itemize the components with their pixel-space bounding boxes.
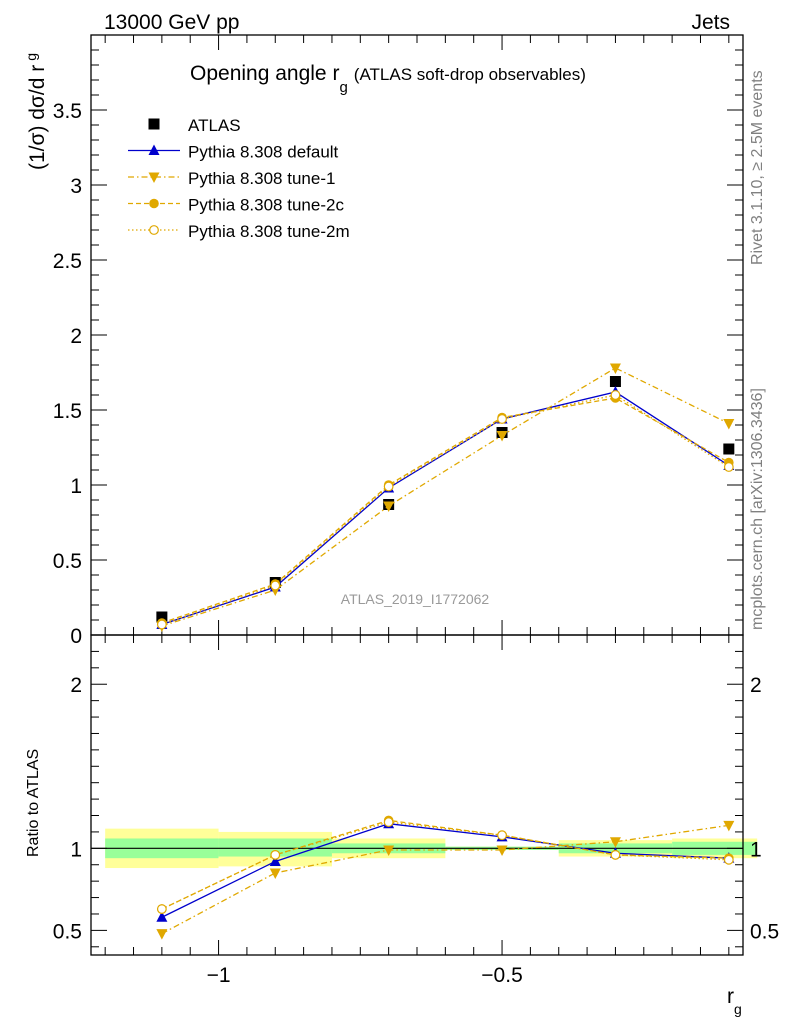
ratio-y-tick-label: 2 [70, 674, 82, 697]
legend-entry-pythia-8-308-default: Pythia 8.308 default [128, 143, 339, 162]
main-line-pythia-8-308-tune-2c [161, 397, 730, 624]
header-right: Jets [691, 11, 730, 34]
legend-entry-pythia-8-308-tune-2m: Pythia 8.308 tune-2m [128, 222, 350, 241]
ratio-point-pythia-8-308-tune-1 [383, 845, 395, 856]
main-point-pythia-8-308-tune-2m [383, 481, 394, 492]
ratio-point-pythia-8-308-tune-2m [497, 830, 507, 841]
ratio-line-pythia-8-308-tune-2m [161, 821, 729, 910]
main-point-pythia-8-308-tune-1 [609, 363, 621, 374]
ratio-panel: 0.5 0.5 1 1 2 2 −1 −0.5 [53, 635, 779, 987]
top-y-tick-label: 0.5 [53, 550, 82, 573]
main-point-atlas [156, 611, 168, 623]
legend-label: Pythia 8.308 tune-1 [188, 169, 335, 188]
analysis-watermark: ATLAS_2019_I1772062 [341, 591, 490, 607]
x-axis-label-sub: g [734, 1001, 742, 1017]
ratio-y-axis-label: Ratio to ATLAS [25, 749, 42, 857]
legend-marker [149, 198, 159, 209]
ratio-point-pythia-8-308-tune-2m [156, 904, 167, 914]
legend-label: Pythia 8.308 tune-2c [188, 196, 344, 215]
ratio-point-pythia-8-308-tune-1 [496, 845, 508, 856]
main-point-pythia-8-308-tune-2m [156, 619, 167, 630]
chart-title-main: Opening angle r [190, 62, 339, 85]
main-point-pythia-8-308-tune-2m [270, 580, 281, 591]
legend-marker [148, 144, 160, 155]
main-line-pythia-8-308-tune-2m [161, 394, 730, 626]
mcplots-label: mcplots.cern.ch [arXiv:1306.3436] [749, 388, 766, 630]
ratio-panel-frame [90, 634, 744, 956]
main-point-pythia-8-308-tune-2m [610, 390, 621, 400]
main-point-pythia-8-308-tune-1 [496, 431, 508, 442]
ratio-point-pythia-8-308-tune-2m [383, 817, 394, 827]
ratio-series-pythia-8-308-tune-1 [156, 820, 735, 940]
legend-label: ATLAS [188, 116, 241, 135]
top-y-axis-label-main: (1/σ) dσ/d r [26, 65, 49, 170]
legend: ATLAS Pythia 8.308 default Pythia 8.308 tu… [128, 116, 350, 241]
ratio-point-pythia-8-308-default [156, 911, 168, 922]
header-left: 13000 GeV pp [104, 11, 239, 34]
main-point-pythia-8-308-tune-1 [383, 501, 395, 512]
legend-entry-pythia-8-308-tune-1: Pythia 8.308 tune-1 [128, 169, 335, 188]
ratio-series-pythia-8-308-tune-2m [156, 817, 734, 914]
ratio-y-tick-label-right: 1 [750, 838, 762, 861]
top-y-tick-label: 1.5 [53, 400, 82, 423]
ratio-line-pythia-8-308-default [161, 823, 729, 918]
main-series-pythia-8-308-tune-2m [156, 390, 734, 630]
ratio-y-tick-label-right: 0.5 [750, 920, 779, 943]
ratio-y-tick-label: 0.5 [53, 920, 82, 943]
top-y-tick-label: 0 [70, 625, 82, 648]
ratio-point-pythia-8-308-tune-2m [270, 849, 281, 860]
ratio-point-pythia-8-308-tune-2m [723, 854, 734, 865]
top-y-tick-label: 1 [70, 475, 82, 498]
main-point-pythia-8-308-tune-2m [497, 414, 507, 424]
main-point-pythia-8-308-tune-2m [723, 462, 734, 472]
ratio-point-pythia-8-308-tune-1 [156, 929, 168, 940]
main-line-pythia-8-308-tune-1 [161, 367, 730, 627]
ratio-point-pythia-8-308-tune-2m [610, 849, 621, 860]
x-axis-label: rg [727, 985, 742, 1017]
legend-label: Pythia 8.308 tune-2m [188, 222, 350, 241]
ratio-y-tick-label-right: 2 [750, 674, 762, 697]
top-y-axis-label: (1/σ) dσ/d r g [23, 53, 49, 170]
top-y-tick-label: 3 [70, 175, 82, 198]
x-tick-label: −0.5 [481, 964, 522, 987]
ratio-point-pythia-8-308-default [269, 855, 281, 866]
chart-title-sub: g [339, 79, 347, 96]
x-axis-label-main: r [727, 985, 734, 1008]
top-y-tick-label: 3.5 [53, 100, 82, 123]
legend-marker [149, 225, 159, 235]
main-line-pythia-8-308-default [161, 391, 730, 626]
top-y-axis-label-sub: g [23, 53, 39, 61]
legend-marker [148, 118, 160, 130]
ratio-point-pythia-8-308-tune-1 [269, 868, 281, 879]
chart-title: Opening angle rg (ATLAS soft-drop observa… [190, 62, 586, 96]
legend-entry-pythia-8-308-tune-2c: Pythia 8.308 tune-2c [128, 196, 344, 215]
legend-entry-atlas: ATLAS [148, 116, 241, 135]
chart-title-paren: (ATLAS soft-drop observables) [354, 65, 586, 84]
main-point-atlas [723, 443, 735, 455]
legend-marker [148, 172, 160, 183]
top-y-tick-label: 2 [70, 325, 82, 348]
top-y-tick-label: 2.5 [53, 250, 82, 273]
legend-label: Pythia 8.308 default [188, 143, 339, 162]
main-point-pythia-8-308-tune-1 [723, 419, 735, 430]
ratio-y-tick-label: 1 [70, 838, 82, 861]
main-point-atlas [609, 376, 621, 387]
ratio-line-pythia-8-308-tune-1 [161, 824, 729, 935]
rivet-label: Rivet 3.1.10, ≥ 2.5M events [749, 70, 766, 265]
main-panel: 0 0.5 1 1.5 2 2.5 3 3.5 [53, 34, 743, 648]
ratio-point-pythia-8-308-tune-1 [609, 837, 621, 848]
x-tick-label: −1 [207, 964, 231, 987]
ratio-point-pythia-8-308-tune-1 [723, 820, 735, 832]
